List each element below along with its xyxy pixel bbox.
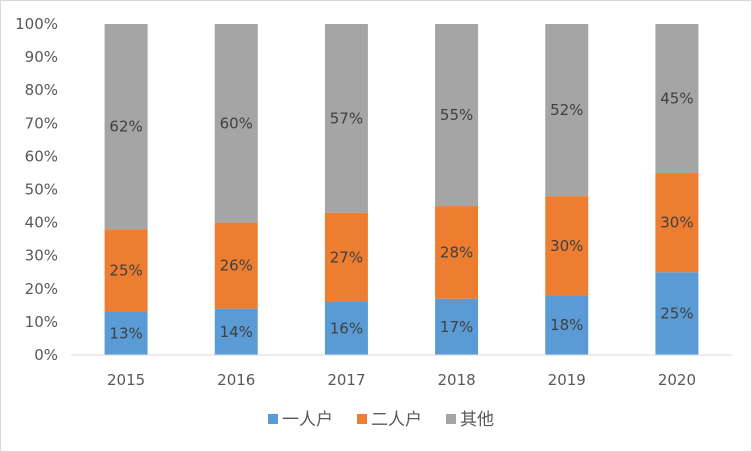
legend-swatch: [446, 414, 456, 424]
data-label: 16%: [330, 320, 363, 338]
x-tick-label: 2016: [217, 371, 255, 389]
x-tick-label: 2017: [327, 371, 365, 389]
data-label: 30%: [660, 214, 693, 232]
data-label: 55%: [440, 106, 473, 124]
bar-segment: [655, 272, 699, 355]
bar-segment: [435, 206, 479, 299]
bar-segment: [435, 298, 479, 355]
legend: 一人户 二人户 其他: [268, 410, 494, 430]
bar-segment: [104, 229, 148, 312]
data-label: 25%: [109, 262, 142, 280]
bars: 13% 25% 62% 14% 26% 60% 16% 27% 57% 17% 28% 55% 18% 3…: [104, 24, 699, 355]
data-label: 26%: [220, 257, 253, 275]
data-label: 45%: [660, 89, 693, 107]
bar-segment: [435, 24, 479, 207]
data-label: 25%: [660, 305, 693, 323]
bar-segment: [545, 24, 589, 197]
y-tick-label: 100%: [15, 15, 58, 33]
bar-segment: [545, 295, 589, 355]
data-label: 27%: [330, 248, 363, 266]
data-label: 62%: [109, 118, 142, 136]
y-tick-label: 50%: [25, 181, 58, 199]
legend-swatch: [268, 414, 278, 424]
data-label: 17%: [440, 318, 473, 336]
data-label: 18%: [550, 316, 583, 334]
data-label: 28%: [440, 243, 473, 261]
bar-segment: [214, 308, 258, 355]
data-label: 60%: [220, 114, 253, 132]
y-tick-label: 0%: [34, 346, 58, 364]
bar-segment: [655, 24, 699, 173]
y-axis: 0% 10% 20% 30% 40% 50% 60% 70% 80% 90% 100%: [15, 15, 58, 364]
x-tick-label: 2020: [658, 371, 696, 389]
y-tick-label: 90%: [25, 48, 58, 66]
data-label: 30%: [550, 237, 583, 255]
y-tick-label: 80%: [25, 81, 58, 99]
bar-segment: [214, 24, 258, 223]
y-tick-label: 70%: [25, 114, 58, 132]
data-label: 57%: [330, 109, 363, 127]
legend-label: 其他: [460, 410, 494, 430]
bar-segment: [324, 24, 368, 213]
bar-segment: [104, 311, 148, 355]
x-tick-label: 2018: [437, 371, 475, 389]
bar-segment: [214, 222, 258, 309]
data-label: 14%: [220, 323, 253, 341]
y-tick-label: 20%: [25, 280, 58, 298]
x-axis: 2015 2016 2017 2018 2019 2020: [107, 371, 696, 389]
legend-swatch: [357, 414, 367, 424]
bar-segment: [324, 212, 368, 303]
bar-segment: [655, 172, 699, 273]
legend-label: 一人户: [282, 410, 333, 430]
bar-segment: [545, 196, 589, 296]
y-tick-label: 30%: [25, 247, 58, 265]
bar-segment: [324, 302, 368, 355]
x-tick-label: 2015: [107, 371, 145, 389]
y-tick-label: 40%: [25, 214, 58, 232]
data-label: 52%: [550, 101, 583, 119]
data-label: 13%: [109, 324, 142, 342]
y-tick-label: 60%: [25, 147, 58, 165]
legend-label: 二人户: [371, 410, 422, 430]
bar-segment: [104, 24, 148, 230]
x-tick-label: 2019: [548, 371, 586, 389]
y-tick-label: 10%: [25, 313, 58, 331]
